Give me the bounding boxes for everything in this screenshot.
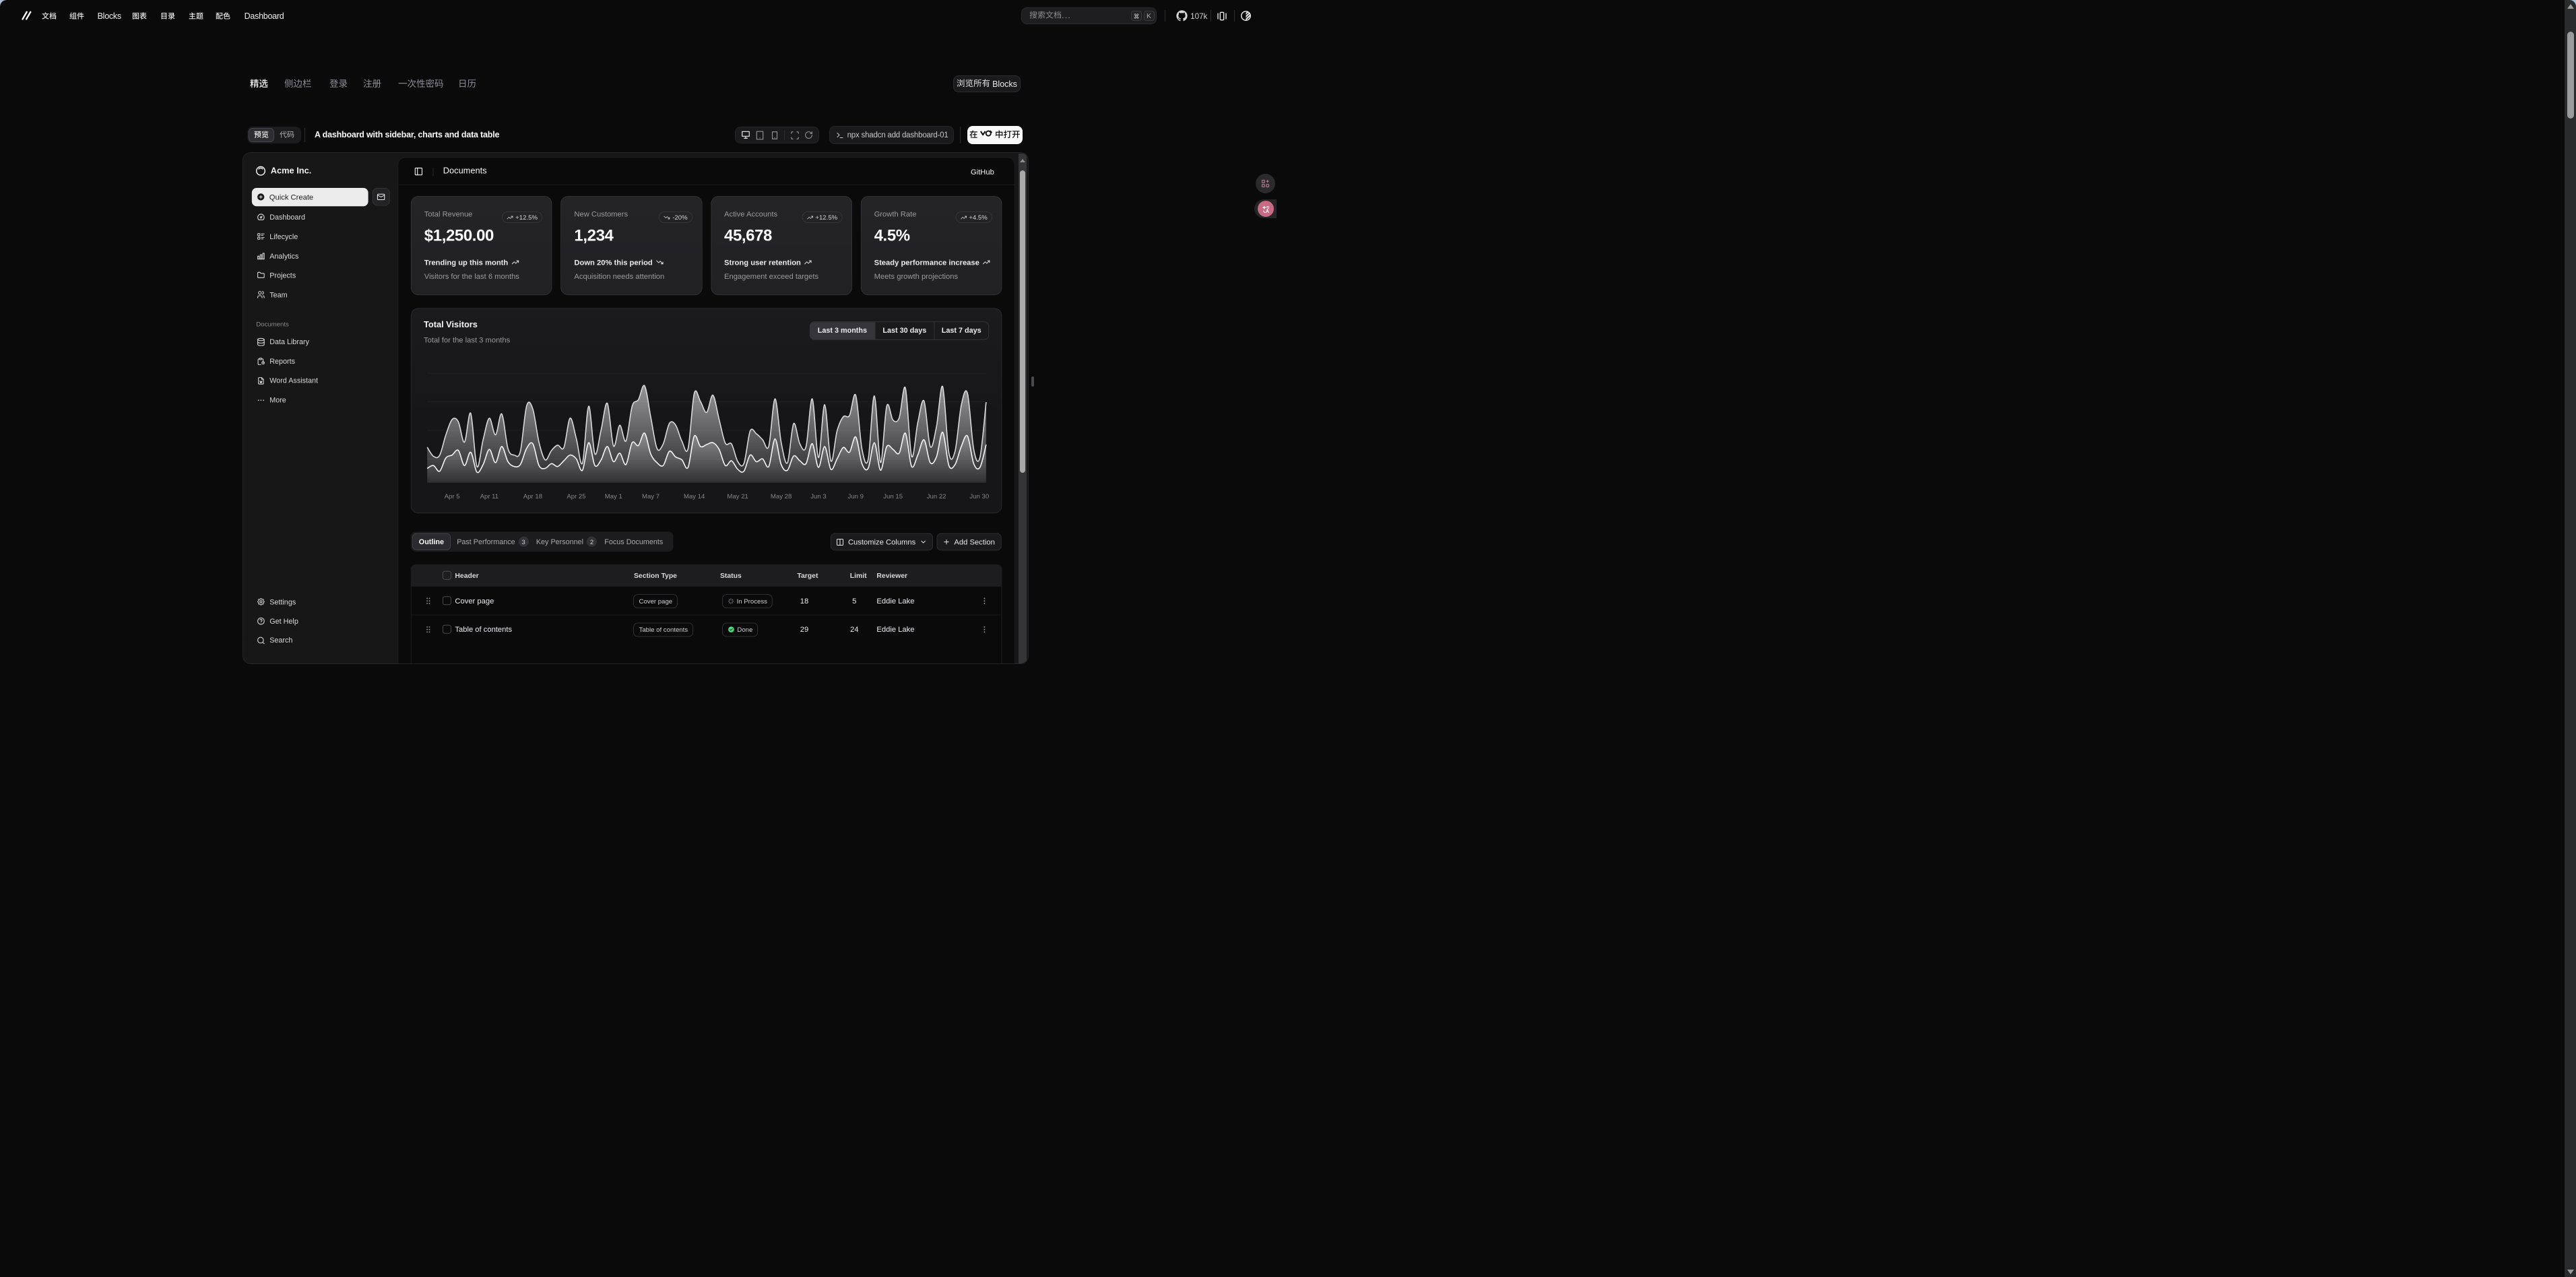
svg-text:Apr 18: Apr 18 bbox=[523, 493, 542, 500]
svg-text:May 1: May 1 bbox=[605, 493, 622, 500]
svg-text:Jun 3: Jun 3 bbox=[810, 493, 826, 500]
svg-text:Apr 5: Apr 5 bbox=[445, 493, 460, 500]
svg-text:May 7: May 7 bbox=[642, 493, 659, 500]
svg-text:May 21: May 21 bbox=[727, 493, 748, 500]
svg-text:May 14: May 14 bbox=[684, 493, 705, 500]
svg-text:Jun 30: Jun 30 bbox=[969, 493, 989, 500]
svg-text:Apr 25: Apr 25 bbox=[567, 493, 585, 500]
svg-text:May 28: May 28 bbox=[771, 493, 792, 500]
svg-text:Jun 9: Jun 9 bbox=[848, 493, 864, 500]
svg-text:Jun 15: Jun 15 bbox=[883, 493, 903, 500]
svg-text:Jun 22: Jun 22 bbox=[927, 493, 946, 500]
svg-text:Apr 11: Apr 11 bbox=[480, 493, 499, 500]
